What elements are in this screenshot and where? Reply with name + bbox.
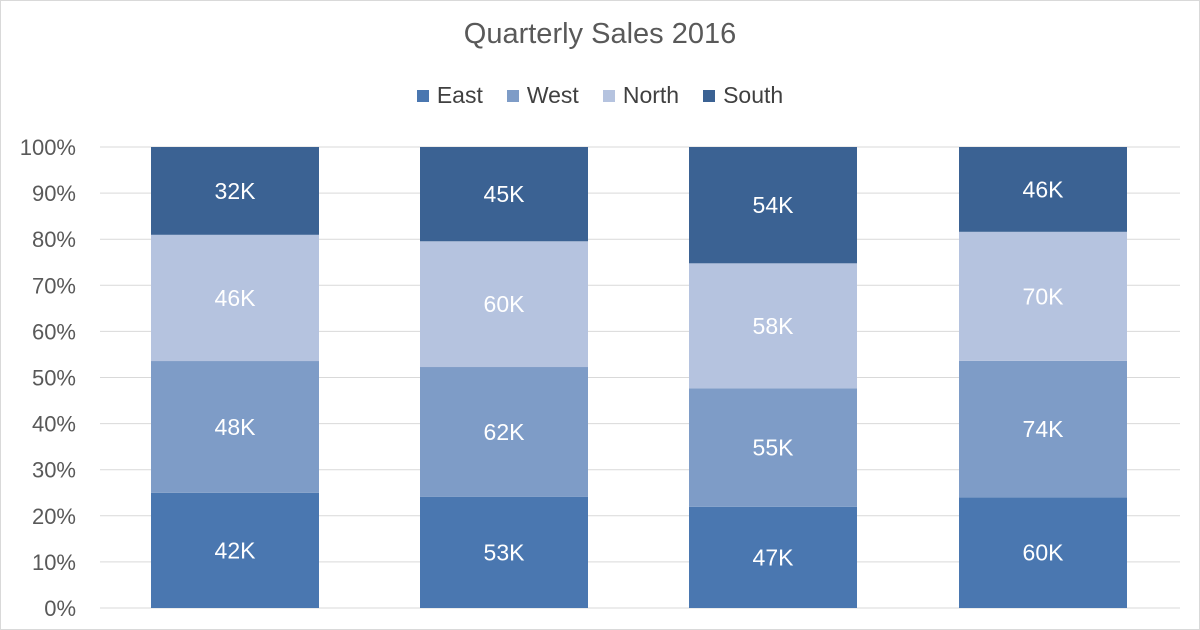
y-tick-label: 0% — [44, 596, 76, 621]
y-tick-label: 40% — [32, 412, 76, 437]
bar-segment-east — [420, 496, 588, 608]
data-label-south: 32K — [215, 178, 257, 204]
legend-item-east[interactable]: East — [416, 82, 483, 109]
bar-segment-south — [151, 147, 319, 235]
y-tick-label: 20% — [32, 504, 76, 529]
bar-segment-south — [420, 147, 588, 242]
y-tick-label: 80% — [32, 227, 76, 252]
bar-segment-north — [689, 263, 857, 389]
bar-segment-north — [151, 234, 319, 362]
bar-segment-south — [689, 147, 857, 264]
bar-segment-east — [689, 506, 857, 608]
data-label-north: 60K — [484, 291, 526, 317]
data-label-south: 46K — [1023, 176, 1065, 202]
data-label-east: 60K — [1023, 540, 1065, 566]
legend-item-south[interactable]: South — [703, 82, 783, 109]
data-label-north: 58K — [753, 313, 795, 339]
bar-segment-south — [959, 147, 1127, 232]
bar-segment-north — [420, 241, 588, 368]
bar-segment-east — [959, 497, 1127, 608]
data-label-south: 54K — [753, 192, 795, 218]
legend-label-north: North — [622, 82, 680, 108]
bar-segment-west — [959, 360, 1127, 498]
data-label-north: 46K — [215, 285, 257, 311]
legend: East West North South — [0, 82, 1200, 109]
y-tick-label: 10% — [32, 550, 76, 575]
bar-segment-west — [420, 367, 588, 497]
bar-segment-east — [151, 492, 319, 608]
data-label-east: 42K — [215, 537, 257, 563]
y-tick-label: 70% — [32, 273, 76, 298]
legend-swatch-west — [506, 89, 519, 102]
data-label-east: 53K — [484, 539, 526, 565]
legend-swatch-east — [416, 89, 429, 102]
data-label-west: 55K — [753, 435, 795, 461]
data-label-south: 45K — [484, 181, 526, 207]
legend-label-south: South — [723, 82, 784, 108]
y-tick-label: 100% — [20, 135, 76, 160]
y-tick-label: 60% — [32, 319, 76, 344]
data-label-east: 47K — [753, 544, 795, 570]
legend-label-west: West — [526, 82, 579, 108]
data-label-west: 48K — [215, 414, 257, 440]
data-label-west: 74K — [1023, 416, 1065, 442]
legend-swatch-north — [602, 89, 615, 102]
y-tick-label: 30% — [32, 458, 76, 483]
legend-item-north[interactable]: North — [602, 82, 680, 109]
legend-label-east: East — [436, 82, 483, 108]
data-label-west: 62K — [484, 419, 526, 445]
y-tick-label: 50% — [32, 366, 76, 391]
y-tick-label: 90% — [32, 181, 76, 206]
bar-segment-west — [689, 388, 857, 507]
chart-title: Quarterly Sales 2016 — [463, 18, 737, 50]
data-label-north: 70K — [1023, 283, 1065, 309]
legend-swatch-south — [703, 89, 716, 102]
legend-item-west[interactable]: West — [506, 82, 579, 109]
bar-segment-north — [959, 231, 1127, 361]
bar-segment-west — [151, 361, 319, 493]
